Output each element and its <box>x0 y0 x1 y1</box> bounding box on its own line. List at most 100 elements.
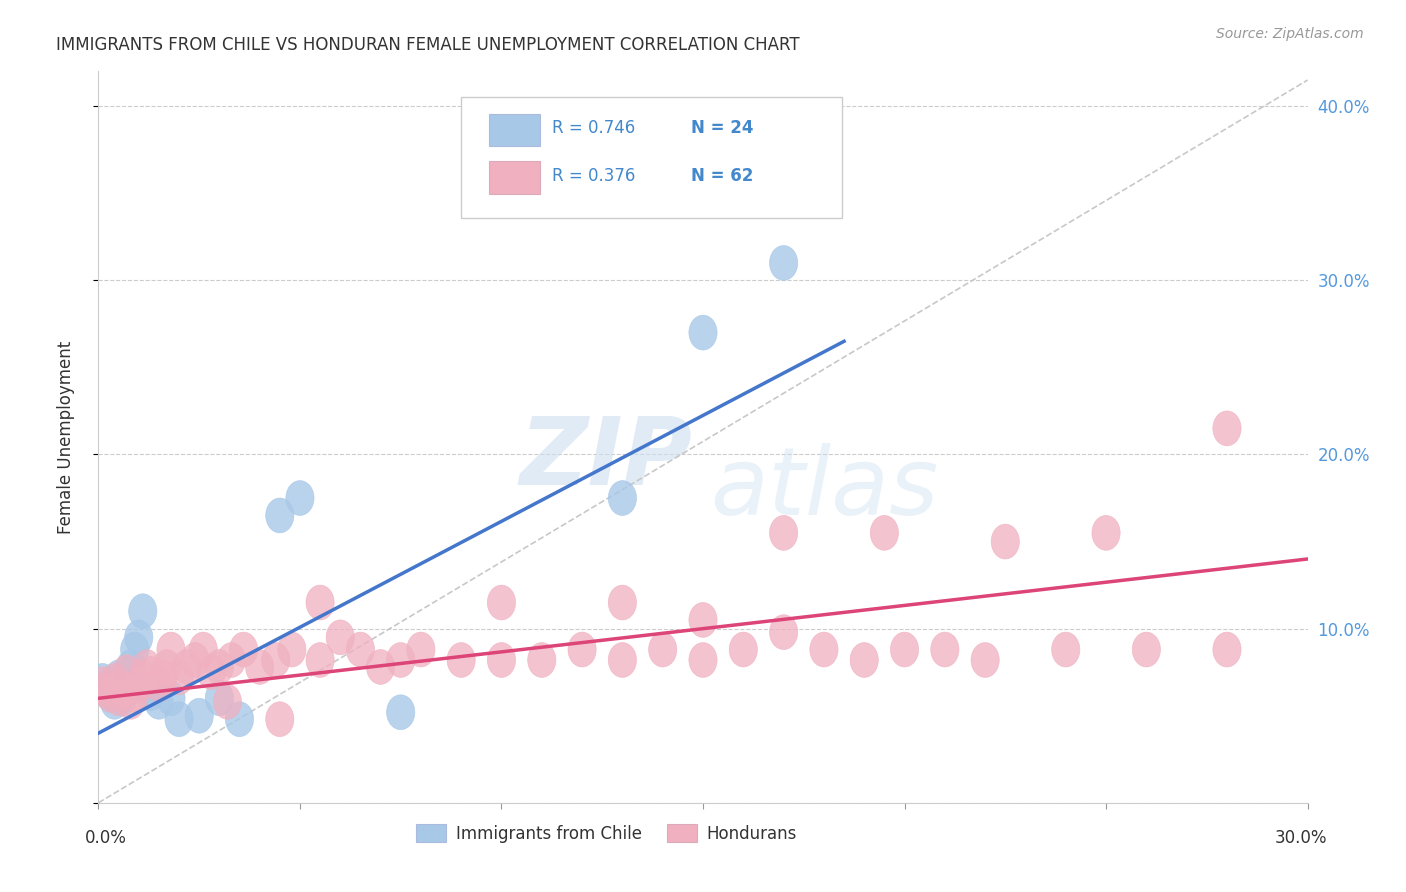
Ellipse shape <box>266 498 294 533</box>
Ellipse shape <box>488 585 516 620</box>
Ellipse shape <box>186 698 214 733</box>
Ellipse shape <box>145 684 173 719</box>
Ellipse shape <box>278 632 307 667</box>
Ellipse shape <box>890 632 918 667</box>
Ellipse shape <box>132 649 160 684</box>
Text: R = 0.746: R = 0.746 <box>551 119 636 136</box>
Ellipse shape <box>307 585 335 620</box>
Ellipse shape <box>367 649 395 684</box>
Text: atlas: atlas <box>710 442 938 533</box>
Ellipse shape <box>648 632 676 667</box>
Ellipse shape <box>991 524 1019 559</box>
Ellipse shape <box>1092 516 1121 550</box>
Text: N = 62: N = 62 <box>690 167 754 185</box>
Ellipse shape <box>100 664 129 698</box>
Ellipse shape <box>609 481 637 516</box>
Ellipse shape <box>173 649 201 684</box>
Ellipse shape <box>89 664 117 698</box>
Ellipse shape <box>165 702 193 737</box>
Ellipse shape <box>851 642 879 677</box>
Text: Source: ZipAtlas.com: Source: ZipAtlas.com <box>1216 27 1364 41</box>
Ellipse shape <box>93 673 121 707</box>
Ellipse shape <box>129 660 157 695</box>
Ellipse shape <box>181 642 209 677</box>
Ellipse shape <box>218 642 246 677</box>
Ellipse shape <box>112 655 141 690</box>
Ellipse shape <box>157 681 186 715</box>
Ellipse shape <box>972 642 1000 677</box>
Ellipse shape <box>568 632 596 667</box>
Ellipse shape <box>97 677 125 712</box>
Ellipse shape <box>225 702 253 737</box>
FancyBboxPatch shape <box>489 114 540 146</box>
Ellipse shape <box>285 481 314 516</box>
Ellipse shape <box>214 684 242 719</box>
Ellipse shape <box>229 632 257 667</box>
Text: 0.0%: 0.0% <box>84 829 127 847</box>
Ellipse shape <box>387 642 415 677</box>
Ellipse shape <box>129 594 157 629</box>
Text: ZIP: ZIP <box>520 413 693 505</box>
Ellipse shape <box>136 675 165 711</box>
Ellipse shape <box>145 667 173 702</box>
Ellipse shape <box>205 681 233 715</box>
Ellipse shape <box>262 642 290 677</box>
Ellipse shape <box>266 702 294 737</box>
Ellipse shape <box>121 677 149 712</box>
Ellipse shape <box>112 673 141 707</box>
Ellipse shape <box>689 602 717 638</box>
Ellipse shape <box>488 642 516 677</box>
Ellipse shape <box>149 660 177 695</box>
Ellipse shape <box>346 632 374 667</box>
Ellipse shape <box>769 516 797 550</box>
Ellipse shape <box>730 632 758 667</box>
Ellipse shape <box>810 632 838 667</box>
Ellipse shape <box>197 655 225 690</box>
Ellipse shape <box>406 632 434 667</box>
Ellipse shape <box>326 620 354 655</box>
Ellipse shape <box>117 684 145 719</box>
Ellipse shape <box>93 673 121 707</box>
Ellipse shape <box>931 632 959 667</box>
Text: R = 0.376: R = 0.376 <box>551 167 636 185</box>
Ellipse shape <box>1213 411 1241 446</box>
Ellipse shape <box>447 642 475 677</box>
Ellipse shape <box>246 649 274 684</box>
Text: 30.0%: 30.0% <box>1274 829 1327 847</box>
Ellipse shape <box>117 649 145 684</box>
Ellipse shape <box>1052 632 1080 667</box>
Ellipse shape <box>689 315 717 350</box>
Ellipse shape <box>609 585 637 620</box>
Ellipse shape <box>104 681 132 715</box>
Ellipse shape <box>190 632 218 667</box>
Ellipse shape <box>108 673 136 707</box>
Ellipse shape <box>1213 632 1241 667</box>
FancyBboxPatch shape <box>461 97 842 218</box>
Text: IMMIGRANTS FROM CHILE VS HONDURAN FEMALE UNEMPLOYMENT CORRELATION CHART: IMMIGRANTS FROM CHILE VS HONDURAN FEMALE… <box>56 36 800 54</box>
Ellipse shape <box>153 649 181 684</box>
Ellipse shape <box>307 642 335 677</box>
Ellipse shape <box>769 245 797 280</box>
Ellipse shape <box>387 695 415 730</box>
Text: N = 24: N = 24 <box>690 119 754 136</box>
Ellipse shape <box>125 667 153 702</box>
Ellipse shape <box>125 620 153 655</box>
Ellipse shape <box>165 660 193 695</box>
FancyBboxPatch shape <box>489 161 540 194</box>
Legend: Immigrants from Chile, Hondurans: Immigrants from Chile, Hondurans <box>409 818 804 849</box>
Ellipse shape <box>89 667 117 702</box>
Ellipse shape <box>527 642 555 677</box>
Ellipse shape <box>1132 632 1160 667</box>
Ellipse shape <box>609 642 637 677</box>
Ellipse shape <box>157 632 186 667</box>
Ellipse shape <box>97 677 125 712</box>
Ellipse shape <box>121 632 149 667</box>
Ellipse shape <box>100 684 129 719</box>
Ellipse shape <box>689 642 717 677</box>
Ellipse shape <box>136 657 165 691</box>
Ellipse shape <box>104 660 132 695</box>
Ellipse shape <box>870 516 898 550</box>
Ellipse shape <box>769 615 797 649</box>
Ellipse shape <box>205 649 233 684</box>
Y-axis label: Female Unemployment: Female Unemployment <box>56 341 75 533</box>
